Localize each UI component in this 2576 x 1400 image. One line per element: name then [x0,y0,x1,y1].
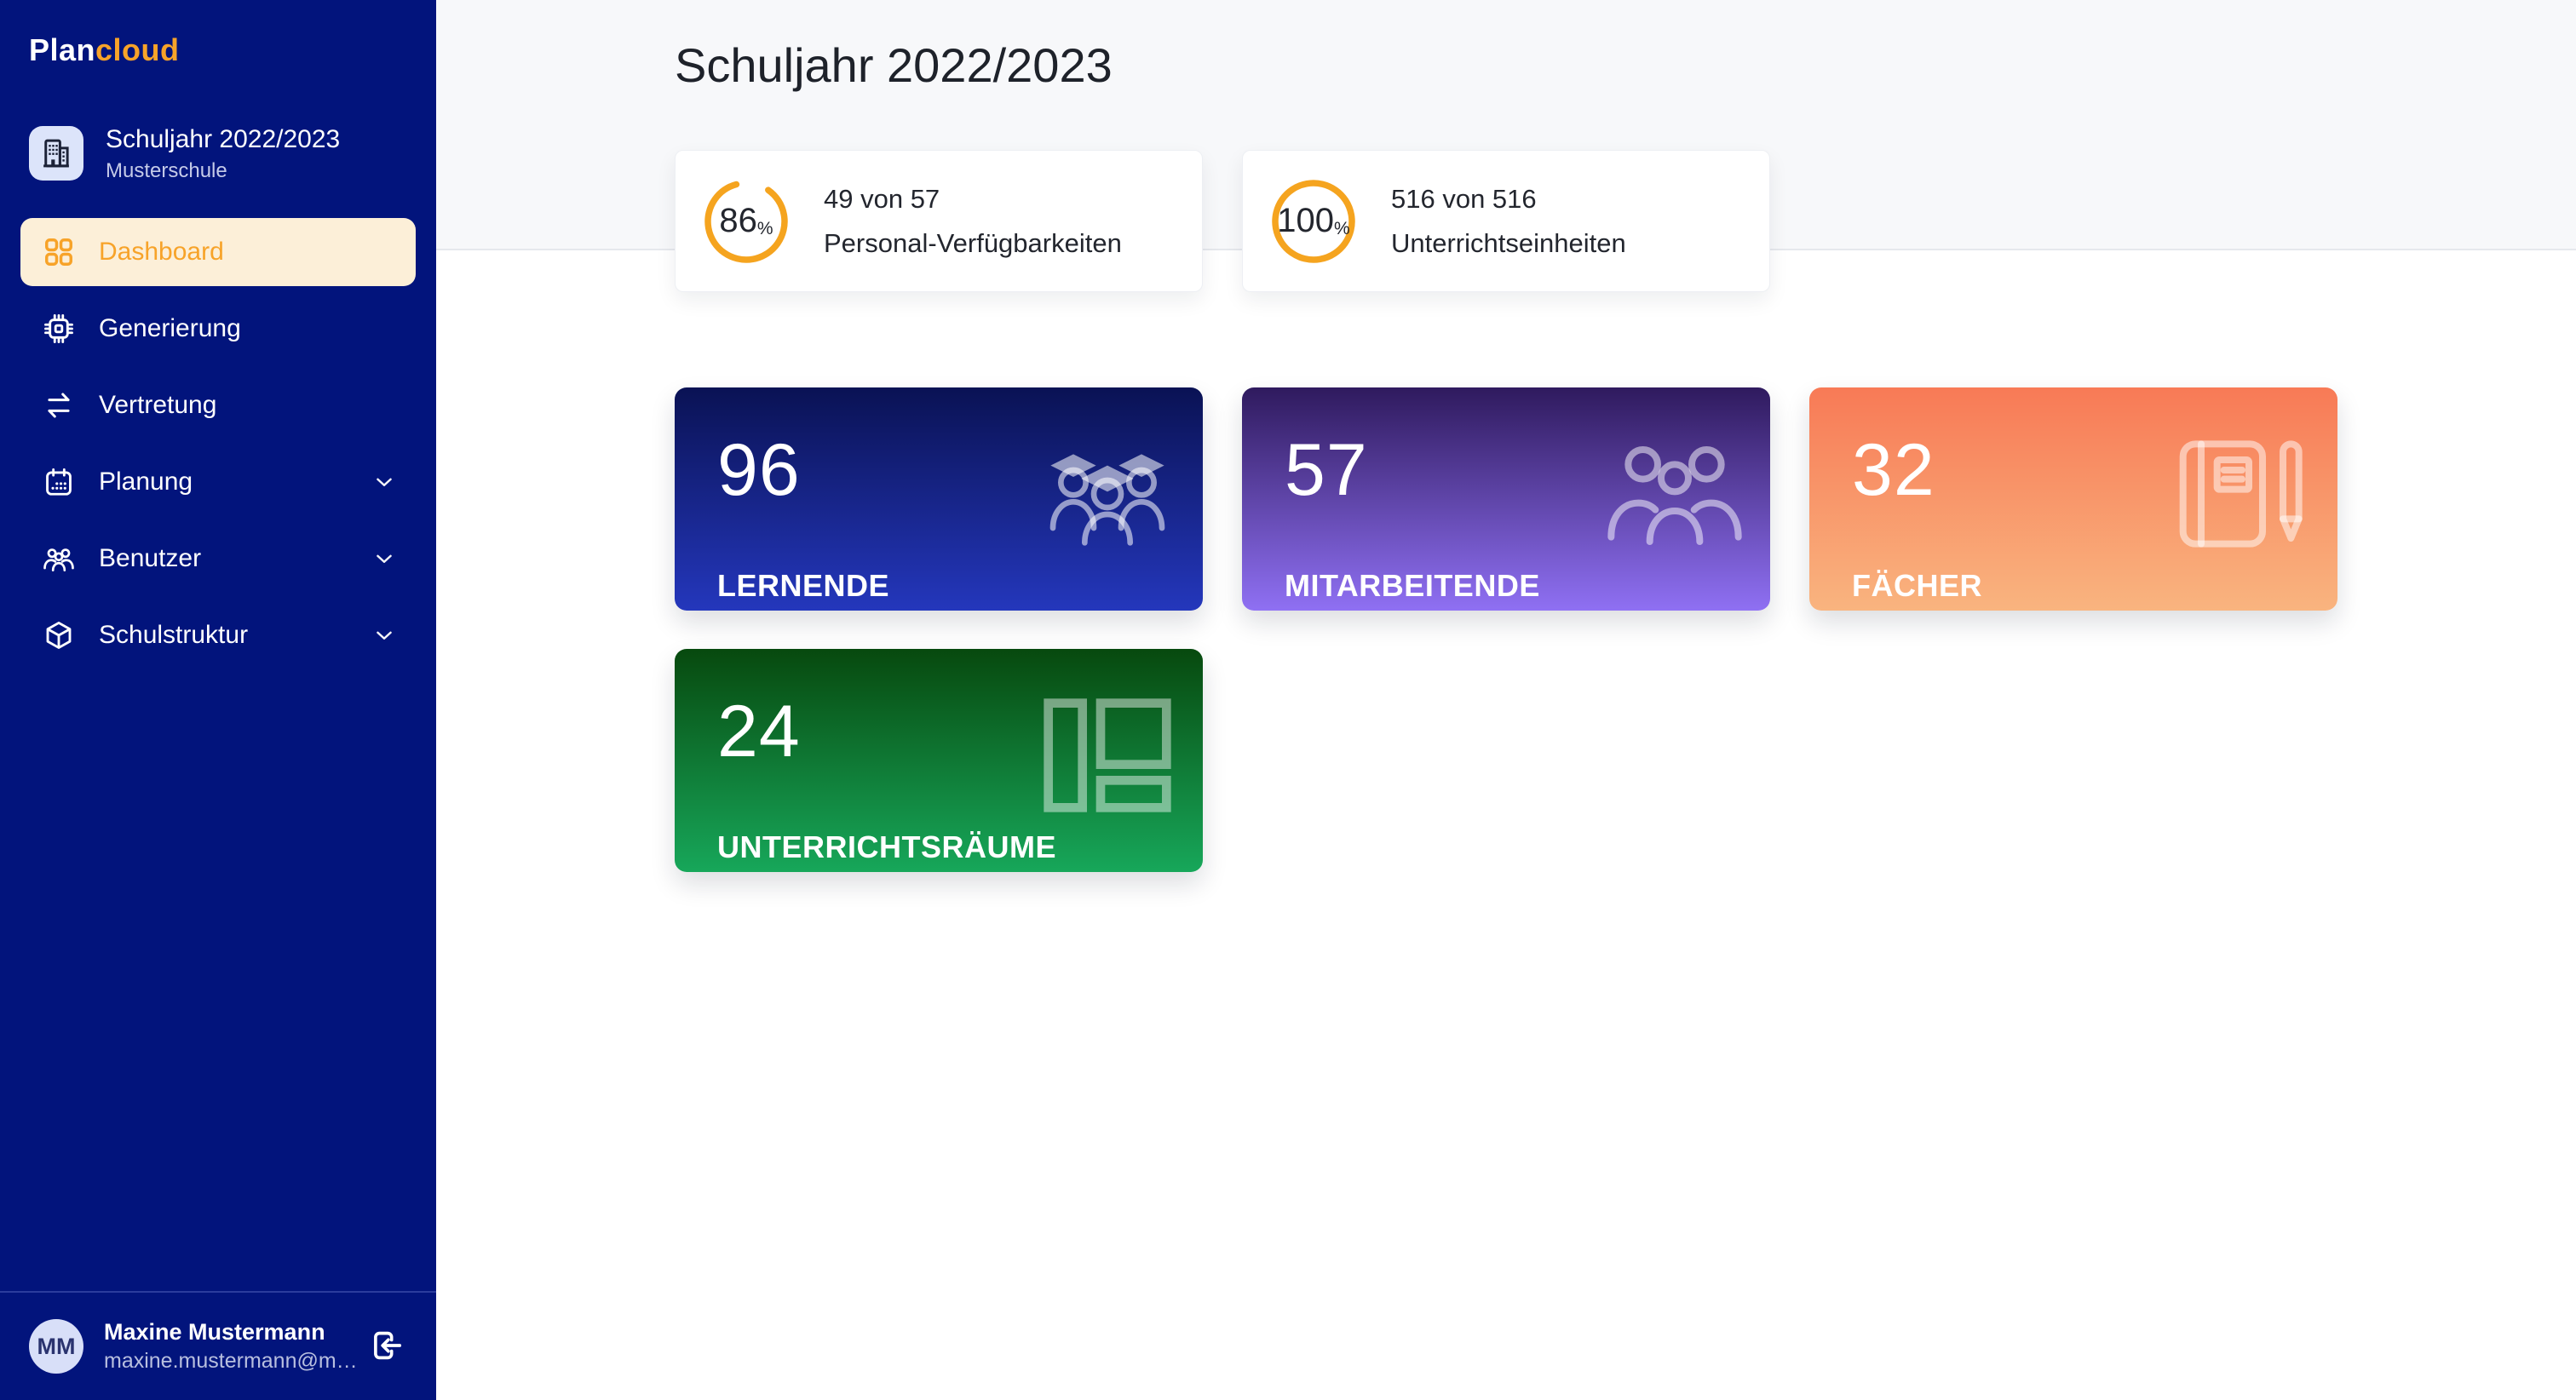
tile-value: 32 [1852,429,1935,511]
school-year-selector[interactable]: Schuljahr 2022/2023 Musterschule [29,123,407,183]
avatar: MM [29,1319,83,1374]
sidebar-item-label: Planung [99,468,193,496]
progress-percent: 100% [1277,202,1350,239]
tile-label: FÄCHER [1852,568,1982,603]
calendar-icon [46,468,72,496]
user-info: Maxine Mustermann maxine.mustermann@m… [104,1319,363,1374]
user-profile: MM Maxine Mustermann maxine.mustermann@m… [0,1291,436,1400]
sidebar-item-vertretung[interactable]: Vertretung [20,371,416,439]
cube-icon [46,622,72,649]
sidebar-item-schulstruktur[interactable]: Schulstruktur [20,601,416,669]
stat-tile-unterrichtsraeume[interactable]: 24 UNTERRICHTSRÄUME [675,649,1203,872]
progress-card-unterricht: 100% 516 von 516 Unterrichtseinheiten [1242,150,1770,292]
sidebar-item-planung[interactable]: Planung [20,448,416,516]
tile-label: UNTERRICHTSRÄUME [717,829,1056,864]
app-logo: Plancloud [29,32,180,68]
dashboard-grid-icon [45,238,72,266]
stat-tile-lernende[interactable]: 96 LERNENDE [675,387,1203,611]
progress-card-text: 516 von 516 Unterrichtseinheiten [1391,177,1626,264]
school-name: Musterschule [106,158,227,182]
sidebar-nav: Dashboard Generierung Vertretung [20,218,416,678]
sidebar-item-generierung[interactable]: Generierung [20,295,416,363]
progress-card-text: 49 von 57 Personal-Verfügbarkeiten [824,177,1122,264]
chevron-down-icon [377,631,392,640]
progress-percent: 86% [719,202,773,239]
sidebar: Plancloud Schuljahr 2022/2023 Musterschu… [0,0,436,1400]
progress-subject: Personal-Verfügbarkeiten [824,227,1122,258]
sidebar-item-label: Dashboard [99,238,224,266]
progress-count: 516 von 516 [1391,184,1537,215]
logout-icon [374,1331,402,1359]
stat-tile-faecher[interactable]: 32 FÄCHER [1809,387,2337,611]
people-group-icon [1607,446,1742,545]
book-pencil-icon [2179,440,2303,548]
progress-ring-unterricht: 100% [1268,176,1359,267]
sidebar-item-dashboard[interactable]: Dashboard [20,218,416,286]
sidebar-item-label: Benutzer [99,544,202,572]
sidebar-item-label: Vertretung [99,391,217,419]
logo-plan: Plan [29,32,96,67]
tile-label: MITARBEITENDE [1285,568,1540,603]
tile-value: 57 [1285,429,1368,511]
sidebar-item-benutzer[interactable]: Benutzer [20,525,416,593]
main-content: Schuljahr 2022/2023 86% 49 von 57 Person… [436,0,2576,1400]
school-year-text: Schuljahr 2022/2023 Musterschule [106,123,340,183]
chevron-down-icon [377,554,392,563]
progress-ring-personal: 86% [701,176,791,267]
progress-card-personal: 86% 49 von 57 Personal-Verfügbarkeiten [675,150,1203,292]
tile-value: 24 [717,691,801,772]
chevron-down-icon [377,478,392,486]
layout-panes-icon [1044,698,1171,812]
user-name: Maxine Mustermann [104,1319,325,1345]
chip-icon [44,314,73,343]
graduates-icon [1049,454,1165,546]
page-title: Schuljahr 2022/2023 [675,38,1113,92]
school-year-title: Schuljahr 2022/2023 [106,125,341,153]
progress-count: 49 von 57 [824,184,940,215]
users-icon [43,548,74,571]
logo-cloud: cloud [95,32,180,67]
stat-tile-mitarbeitende[interactable]: 57 MITARBEITENDE [1242,387,1770,611]
tile-value: 96 [717,429,801,511]
user-email: maxine.mustermann@m… [104,1349,358,1373]
school-building-icon [29,125,83,181]
sidebar-item-label: Schulstruktur [99,621,249,649]
swap-arrows-icon [48,393,70,418]
logout-button[interactable] [363,1324,407,1368]
progress-subject: Unterrichtseinheiten [1391,227,1626,258]
sidebar-item-label: Generierung [99,314,241,342]
tile-label: LERNENDE [717,568,890,603]
